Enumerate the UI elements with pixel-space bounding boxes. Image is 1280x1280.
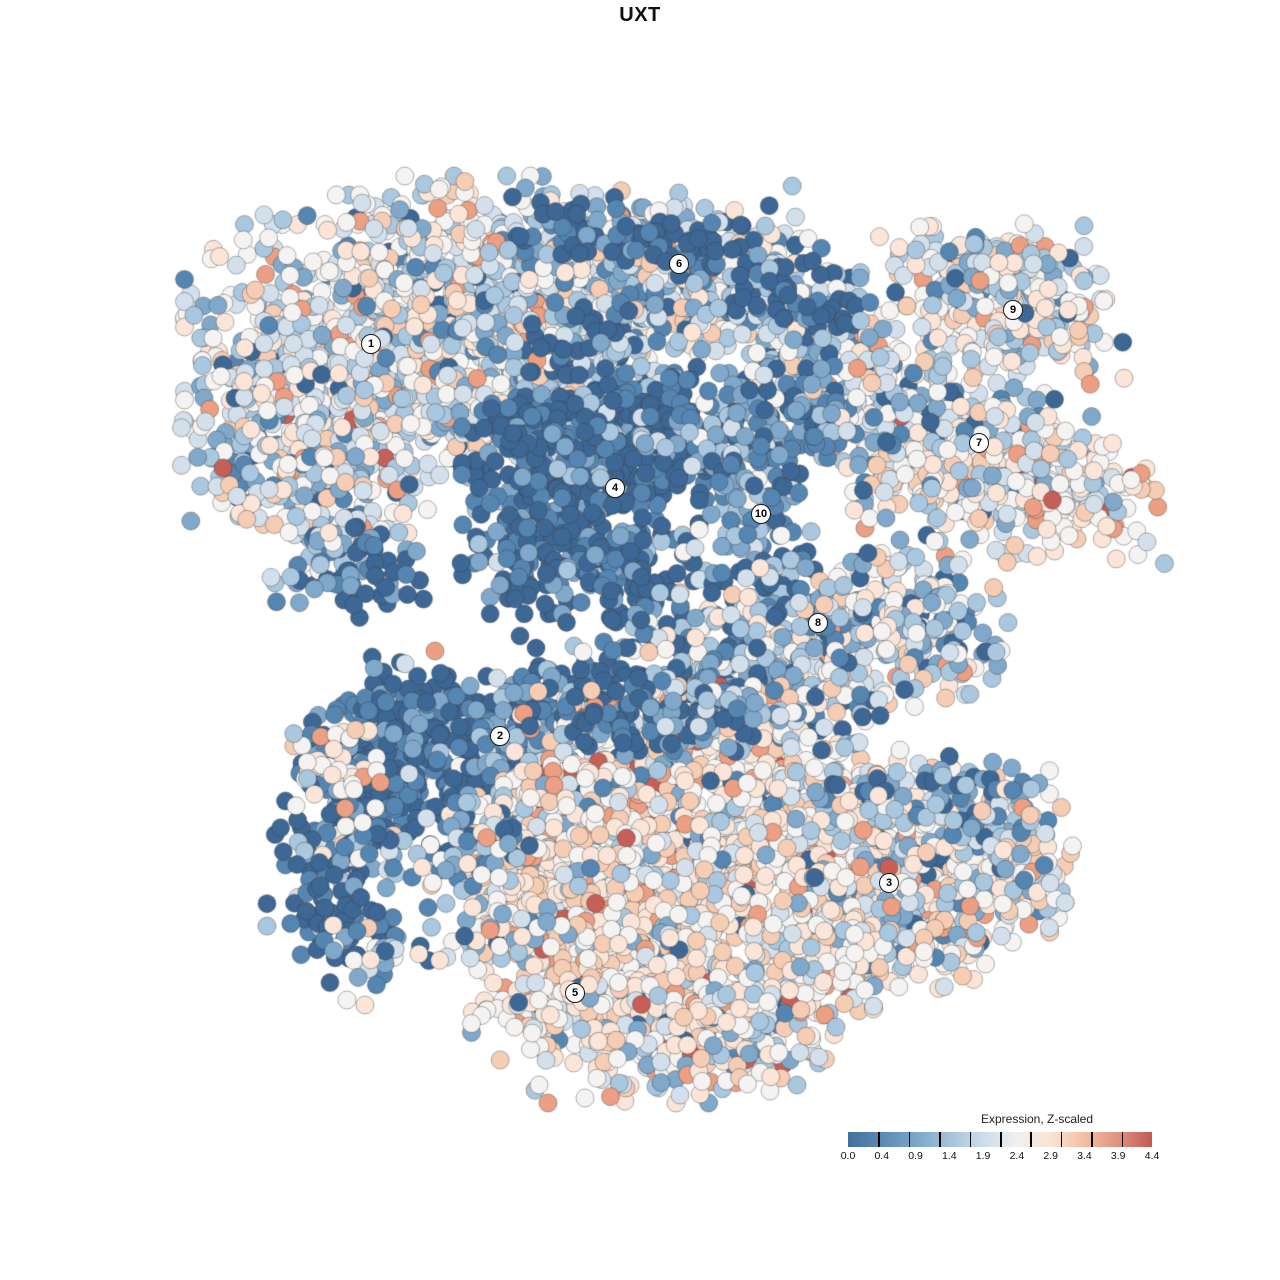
colorbar-tick-mark (908, 1132, 911, 1147)
colorbar-tick-mark (878, 1132, 880, 1147)
colorbar-tick-label: 1.4 (942, 1150, 957, 1162)
colorbar-tick-mark (939, 1132, 941, 1147)
cluster-label-2: 2 (490, 726, 510, 746)
colorbar-tick-label: 0.9 (908, 1150, 923, 1162)
cluster-label-8: 8 (808, 613, 828, 633)
legend-title: Expression, Z-scaled (980, 1112, 1094, 1126)
colorbar-tick-label: 2.4 (1009, 1150, 1025, 1162)
colorbar-tick-mark (969, 1132, 972, 1147)
cluster-label-7: 7 (969, 433, 989, 453)
cluster-label-9: 9 (1003, 300, 1023, 320)
cluster-label-10: 10 (751, 504, 771, 524)
cluster-label-4: 4 (605, 478, 625, 498)
colorbar-tick-label: 4.4 (1144, 1150, 1160, 1162)
colorbar-tick-label: 3.4 (1077, 1150, 1092, 1162)
colorbar-tick-mark (1091, 1132, 1093, 1147)
cluster-label-5: 5 (565, 983, 585, 1003)
colorbar-tick-label: 3.9 (1110, 1150, 1126, 1162)
colorbar-tick-mark (1121, 1132, 1124, 1147)
colorbar-tick-label: 2.9 (1043, 1150, 1058, 1162)
colorbar-tick-label: 0.4 (874, 1150, 890, 1162)
colorbar-tick-mark (1000, 1132, 1002, 1147)
cluster-label-1: 1 (361, 334, 381, 354)
cluster-label-3: 3 (879, 873, 899, 893)
colorbar-tick-label: 0.0 (840, 1150, 856, 1162)
colorbar-tick-labels: 0.0 0.4 0.9 1.4 1.9 2.4 2.9 3.4 3.9 4.4 (841, 1150, 1160, 1164)
cluster-label-6: 6 (669, 254, 689, 274)
colorbar-legend: Expression, Z-scaled 0.0 0.4 0.9 1.4 1.9 2.4 2… (841, 1112, 1160, 1164)
colorbar-tick-label: 1.9 (975, 1150, 991, 1162)
colorbar (848, 1132, 1152, 1147)
colorbar-tick-mark (1060, 1132, 1063, 1147)
colorbar-tick-mark (1030, 1132, 1032, 1147)
